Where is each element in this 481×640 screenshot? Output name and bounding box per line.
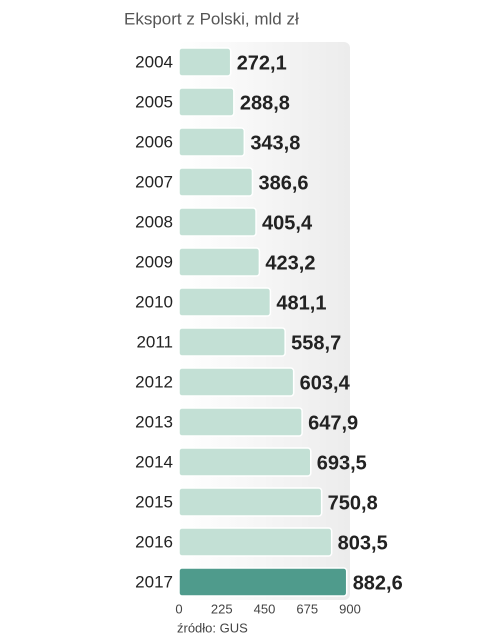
value-label: 343,8 (250, 132, 300, 154)
bar (178, 567, 348, 597)
x-tick-label: 0 (175, 601, 182, 616)
value-label: 750,8 (328, 492, 378, 514)
y-tick-label: 2004 (135, 52, 173, 71)
value-label: 803,5 (338, 532, 388, 554)
y-tick-label: 2008 (135, 212, 173, 231)
value-label: 882,6 (353, 572, 403, 594)
value-label: 693,5 (317, 452, 367, 474)
y-tick-label: 2012 (135, 372, 173, 391)
y-tick-label: 2015 (135, 492, 173, 511)
value-label: 288,8 (240, 92, 290, 114)
bar (178, 87, 235, 117)
bar (178, 487, 323, 517)
value-label: 481,1 (276, 292, 326, 314)
value-label: 423,2 (265, 252, 315, 274)
value-label: 558,7 (291, 332, 341, 354)
bar (178, 127, 246, 157)
value-label: 386,6 (258, 172, 308, 194)
y-tick-label: 2016 (135, 532, 173, 551)
chart-title: Eksport z Polski, mld zł (124, 9, 299, 28)
x-tick-label: 225 (211, 601, 233, 616)
bar (178, 247, 261, 277)
bar (178, 327, 286, 357)
bar (178, 407, 303, 437)
y-tick-label: 2013 (135, 412, 173, 431)
bar (178, 447, 312, 477)
value-label: 272,1 (237, 52, 287, 74)
bar (178, 367, 295, 397)
bar (178, 287, 272, 317)
y-tick-label: 2011 (136, 332, 173, 351)
bar (178, 167, 254, 197)
y-tick-label: 2007 (135, 172, 173, 191)
x-tick-label: 450 (254, 601, 276, 616)
y-tick-label: 2006 (135, 132, 173, 151)
bar (178, 207, 257, 237)
value-label: 603,4 (300, 372, 351, 394)
value-label: 647,9 (308, 412, 358, 434)
source-note: źródło: GUS (177, 620, 248, 635)
y-tick-label: 2010 (135, 292, 173, 311)
y-tick-label: 2014 (135, 452, 173, 471)
value-label: 405,4 (262, 212, 313, 234)
y-tick-label: 2017 (135, 572, 173, 591)
y-tick-label: 2009 (135, 252, 173, 271)
y-tick-label: 2005 (135, 92, 173, 111)
x-tick-label: 900 (339, 601, 361, 616)
bar (178, 527, 333, 557)
x-tick-label: 675 (296, 601, 318, 616)
bar (178, 47, 232, 77)
